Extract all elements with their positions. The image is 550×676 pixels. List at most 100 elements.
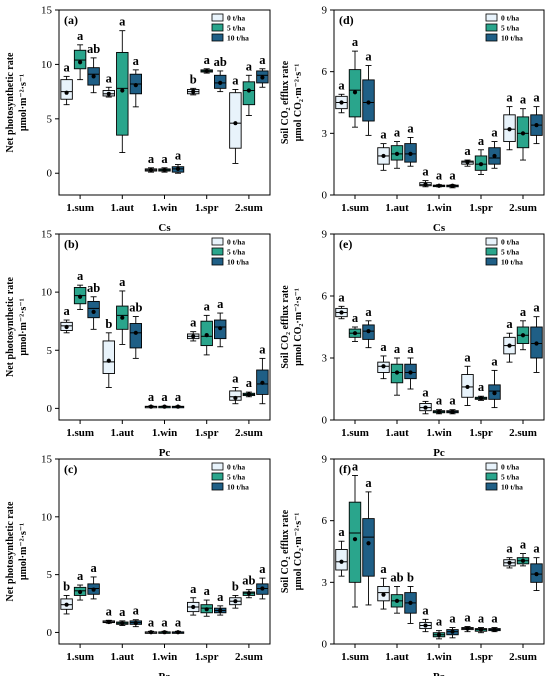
legend-label: 10 t/ha	[227, 483, 249, 492]
significance-letter: a	[338, 290, 345, 304]
chart-panel: 0 3 6 9 1.sum 1.aut 1.win 1.spr 2.sum Pa Soil CO₂ …	[280, 454, 545, 676]
x-tick-label: 1.spr	[195, 202, 219, 214]
x-axis-title: Pc	[433, 447, 445, 459]
significance-letter: a	[106, 71, 113, 85]
legend-swatch	[485, 462, 498, 471]
mean-point	[133, 330, 138, 335]
y-tick-label: 9	[322, 229, 328, 241]
mean-point	[436, 409, 442, 414]
legend-swatch	[485, 257, 498, 266]
box	[229, 92, 242, 149]
legend-label: 10 t/ha	[501, 483, 523, 492]
chart-panel: 0 5 10 15 1.sum 1.aut 1.win 1.spr 2.sum Pa Net pho…	[5, 454, 271, 676]
legend-swatch	[485, 33, 498, 42]
mean-point	[507, 560, 512, 565]
y-tick-label: 6	[322, 66, 328, 78]
mean-point	[91, 587, 96, 592]
x-tick-label: 2.sum	[509, 427, 537, 439]
legend-label: 5 t/ha	[227, 248, 245, 257]
significance-letter: a	[175, 149, 182, 163]
legend-label: 5 t/ha	[501, 248, 519, 257]
significance-letter: a	[380, 128, 387, 142]
mean-point	[381, 592, 386, 597]
significance-letter: a	[520, 305, 527, 319]
x-tick-label: 2.sum	[235, 427, 263, 439]
legend-swatch	[211, 23, 224, 32]
mean-point	[91, 74, 96, 79]
y-axis-title: Soil CO₂ efflux rate	[280, 285, 291, 369]
y-tick-label: 10	[41, 59, 53, 71]
significance-letter: a	[422, 603, 429, 617]
mean-point	[436, 632, 442, 637]
mean-point	[106, 619, 111, 625]
mean-point	[260, 75, 265, 80]
mean-point	[233, 599, 238, 604]
significance-letter: a	[246, 376, 253, 390]
box	[242, 81, 256, 106]
mean-point	[465, 626, 470, 631]
legend-label: 10 t/ha	[501, 34, 523, 43]
mean-point	[507, 127, 512, 132]
significance-letter: a	[259, 53, 266, 67]
significance-letter: a	[148, 152, 155, 166]
x-axis-title: Pa	[433, 671, 446, 676]
mean-point	[339, 310, 344, 315]
x-tick-label: 1.aut	[111, 427, 135, 439]
x-tick-label: 1.sum	[66, 202, 94, 214]
significance-letter: a	[506, 317, 513, 331]
mean-point	[120, 621, 125, 626]
y-tick-label: 15	[41, 5, 53, 17]
mean-point	[218, 80, 223, 86]
legend-swatch	[211, 237, 224, 246]
mean-point	[246, 88, 251, 93]
panel-label: (e)	[339, 237, 352, 251]
significance-letter: a	[464, 611, 471, 625]
significance-letter: a	[533, 542, 540, 556]
mean-point	[162, 167, 167, 173]
y-axis-title: Net photosynthetic rate	[5, 52, 16, 153]
significance-letter: b	[232, 579, 239, 593]
legend-swatch	[485, 23, 498, 32]
mean-point	[465, 160, 470, 165]
significance-letter: a	[478, 612, 485, 626]
mean-point	[352, 537, 358, 542]
y-tick-label: 3	[322, 353, 328, 365]
significance-letter: a	[422, 165, 429, 179]
significance-letter: a	[119, 605, 126, 619]
box	[73, 49, 87, 70]
significance-letter: a	[259, 342, 266, 356]
mean-point	[352, 90, 358, 95]
x-tick-label: 1.win	[426, 427, 451, 439]
chart-panel: 0 3 6 9 1.sum 1.aut 1.win 1.spr 2.sum Cs Soil CO₂ …	[280, 5, 545, 234]
significance-letter: a	[175, 615, 182, 629]
x-tick-label: 1.spr	[195, 427, 219, 439]
mean-point	[204, 333, 209, 338]
legend-swatch	[485, 247, 498, 256]
significance-letter: a	[63, 60, 70, 74]
x-tick-label: 2.sum	[235, 651, 263, 663]
y-tick-label: 10	[41, 287, 53, 299]
legend-swatch	[211, 462, 224, 471]
y-tick-label: 6	[322, 515, 328, 527]
mean-point	[450, 409, 455, 414]
mean-point	[64, 324, 69, 330]
significance-letter: a	[436, 615, 443, 629]
x-axis-title: Cs	[158, 222, 171, 234]
mean-point	[260, 380, 265, 385]
mean-point	[191, 604, 196, 610]
mean-point	[408, 370, 413, 375]
x-tick-label: 1.aut	[385, 651, 409, 663]
significance-letter: ab	[87, 42, 100, 56]
x-tick-label: 1.win	[426, 202, 451, 214]
legend-label: 0 t/ha	[501, 238, 519, 247]
x-tick-label: 1.spr	[469, 427, 493, 439]
y-tick-label: 5	[47, 569, 53, 581]
significance-letter: a	[506, 91, 513, 105]
significance-letter: a	[533, 91, 540, 105]
significance-letter: a	[204, 584, 211, 598]
mean-point	[175, 404, 181, 409]
legend-label: 0 t/ha	[227, 14, 245, 23]
x-tick-label: 1.aut	[111, 202, 135, 214]
mean-point	[465, 384, 470, 390]
y-axis-unit: μmol CO₂·m⁻²·s⁻¹	[293, 288, 304, 366]
